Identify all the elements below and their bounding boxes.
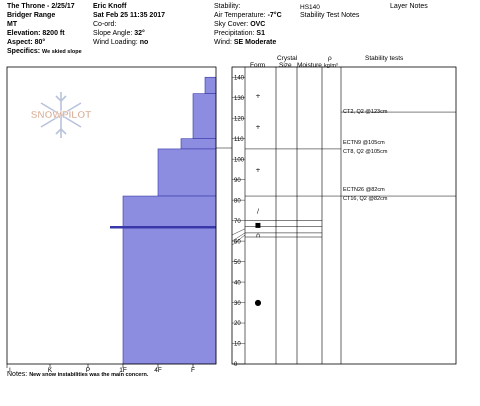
crystal-form-symbol: + xyxy=(255,92,260,100)
hardness-label: P xyxy=(86,367,90,374)
depth-tick-label: 30 xyxy=(234,301,241,307)
depth-tick-label: 10 xyxy=(234,342,241,348)
stability-test-entry: CT2, Q2 @123cm xyxy=(343,109,388,116)
layer-notes-heading: Layer Notes xyxy=(390,3,428,10)
layers-frame xyxy=(231,66,457,365)
depth-tick-label: 60 xyxy=(234,239,241,245)
snowflake-icon: SNOWPILOT xyxy=(31,92,92,138)
sky-cover: Sky Cover: OVC xyxy=(214,21,266,28)
air-temperature: Air Temperature: -7°C xyxy=(214,12,282,19)
notes: Notes: New snow instabilities was the ma… xyxy=(7,371,149,378)
stability-test-notes-heading: Stability Test Notes xyxy=(300,12,360,19)
depth-tick-label: 90 xyxy=(234,178,241,184)
depth-tick-label: 110 xyxy=(234,137,244,143)
hardness-layer xyxy=(192,93,217,139)
svg-text:SNOWPILOT: SNOWPILOT xyxy=(31,110,92,121)
depth-tick-label: 0 xyxy=(234,362,238,368)
thin-hard-layer xyxy=(110,226,216,229)
coord: Co-ord: xyxy=(93,21,117,28)
chart-frames xyxy=(6,66,457,365)
hardness-layer xyxy=(204,76,217,94)
elevation: Elevation: 8200 ft xyxy=(7,30,65,37)
stability-test-entry: CT16, Q2 @82cm xyxy=(343,196,388,203)
hardness-frame xyxy=(6,66,217,365)
crystal-form-symbol: ● xyxy=(255,298,262,307)
crystal-form-symbol: ■ xyxy=(255,221,261,229)
stability-tests-heading: Stability tests xyxy=(365,55,404,62)
hardness-label: F xyxy=(191,367,195,374)
crystal-form-symbol: + xyxy=(255,123,260,131)
stability-test-entry: CT8, Q2 @105cm xyxy=(343,148,388,155)
form-heading: Form xyxy=(250,62,266,69)
hardness-label: 4F xyxy=(154,367,162,374)
datetime: Sat Feb 25 11:35 2017 xyxy=(93,12,165,19)
snowpilot-logo: SNOWPILOT xyxy=(18,90,104,140)
state: MT xyxy=(7,21,18,28)
depth-tick-label: 80 xyxy=(234,198,241,204)
depth-tick-label: 140 xyxy=(234,75,245,81)
moisture-heading: Moisture xyxy=(297,62,322,69)
hardness-axis: I K P 1F 4F F xyxy=(6,364,195,374)
precipitation: Precipitation: S1 xyxy=(214,30,265,37)
wind: Wind: SE Moderate xyxy=(214,39,277,46)
hardness-layer xyxy=(180,138,217,150)
hs-value: HS140 xyxy=(300,4,320,11)
depth-tick-label: 50 xyxy=(234,260,241,266)
stability: Stability: xyxy=(214,3,241,10)
crystal-form-symbol: ∩ xyxy=(256,231,261,239)
slope-angle: Slope Angle: 32° xyxy=(93,30,145,37)
stability-test-entry: ECTN9 @105cm xyxy=(343,139,385,146)
crystal-heading: Crystal xyxy=(277,55,298,62)
hardness-layer xyxy=(157,148,217,197)
depth-tick-label: 40 xyxy=(234,280,241,286)
crystal-symbols: + + + / ■ ∩ ● xyxy=(255,92,262,307)
depth-tick-label: 20 xyxy=(234,321,241,327)
hardness-profile xyxy=(110,76,217,365)
depth-tick-label: 120 xyxy=(234,116,245,122)
site-title: The Throne - 2/25/17 xyxy=(7,3,75,10)
specifics: Specifics: We skied slope xyxy=(7,48,82,55)
hardness-layer xyxy=(122,195,217,365)
stability-test-entry: ECTN26 @82cm xyxy=(343,187,385,194)
aspect: Aspect: 80° xyxy=(7,39,46,46)
hardness-label: I xyxy=(9,367,11,374)
depth-tick-label: 100 xyxy=(234,157,245,163)
hardness-label: 1F xyxy=(119,367,127,374)
layer-boundaries xyxy=(231,111,456,246)
range: Bridger Range xyxy=(7,12,56,19)
hardness-label: K xyxy=(48,367,53,374)
crystal-form-symbol: / xyxy=(257,207,260,215)
depth-tick-label: 70 xyxy=(234,219,241,225)
density-unit: kg/m³ xyxy=(324,63,338,69)
wind-loading: Wind Loading: no xyxy=(93,39,149,46)
depth-tick-label: 130 xyxy=(234,96,245,102)
observer: Eric Knoff xyxy=(93,3,127,10)
density-heading: ρ xyxy=(328,55,332,62)
size-heading: Size xyxy=(279,62,292,69)
crystal-form-symbol: + xyxy=(255,166,260,174)
